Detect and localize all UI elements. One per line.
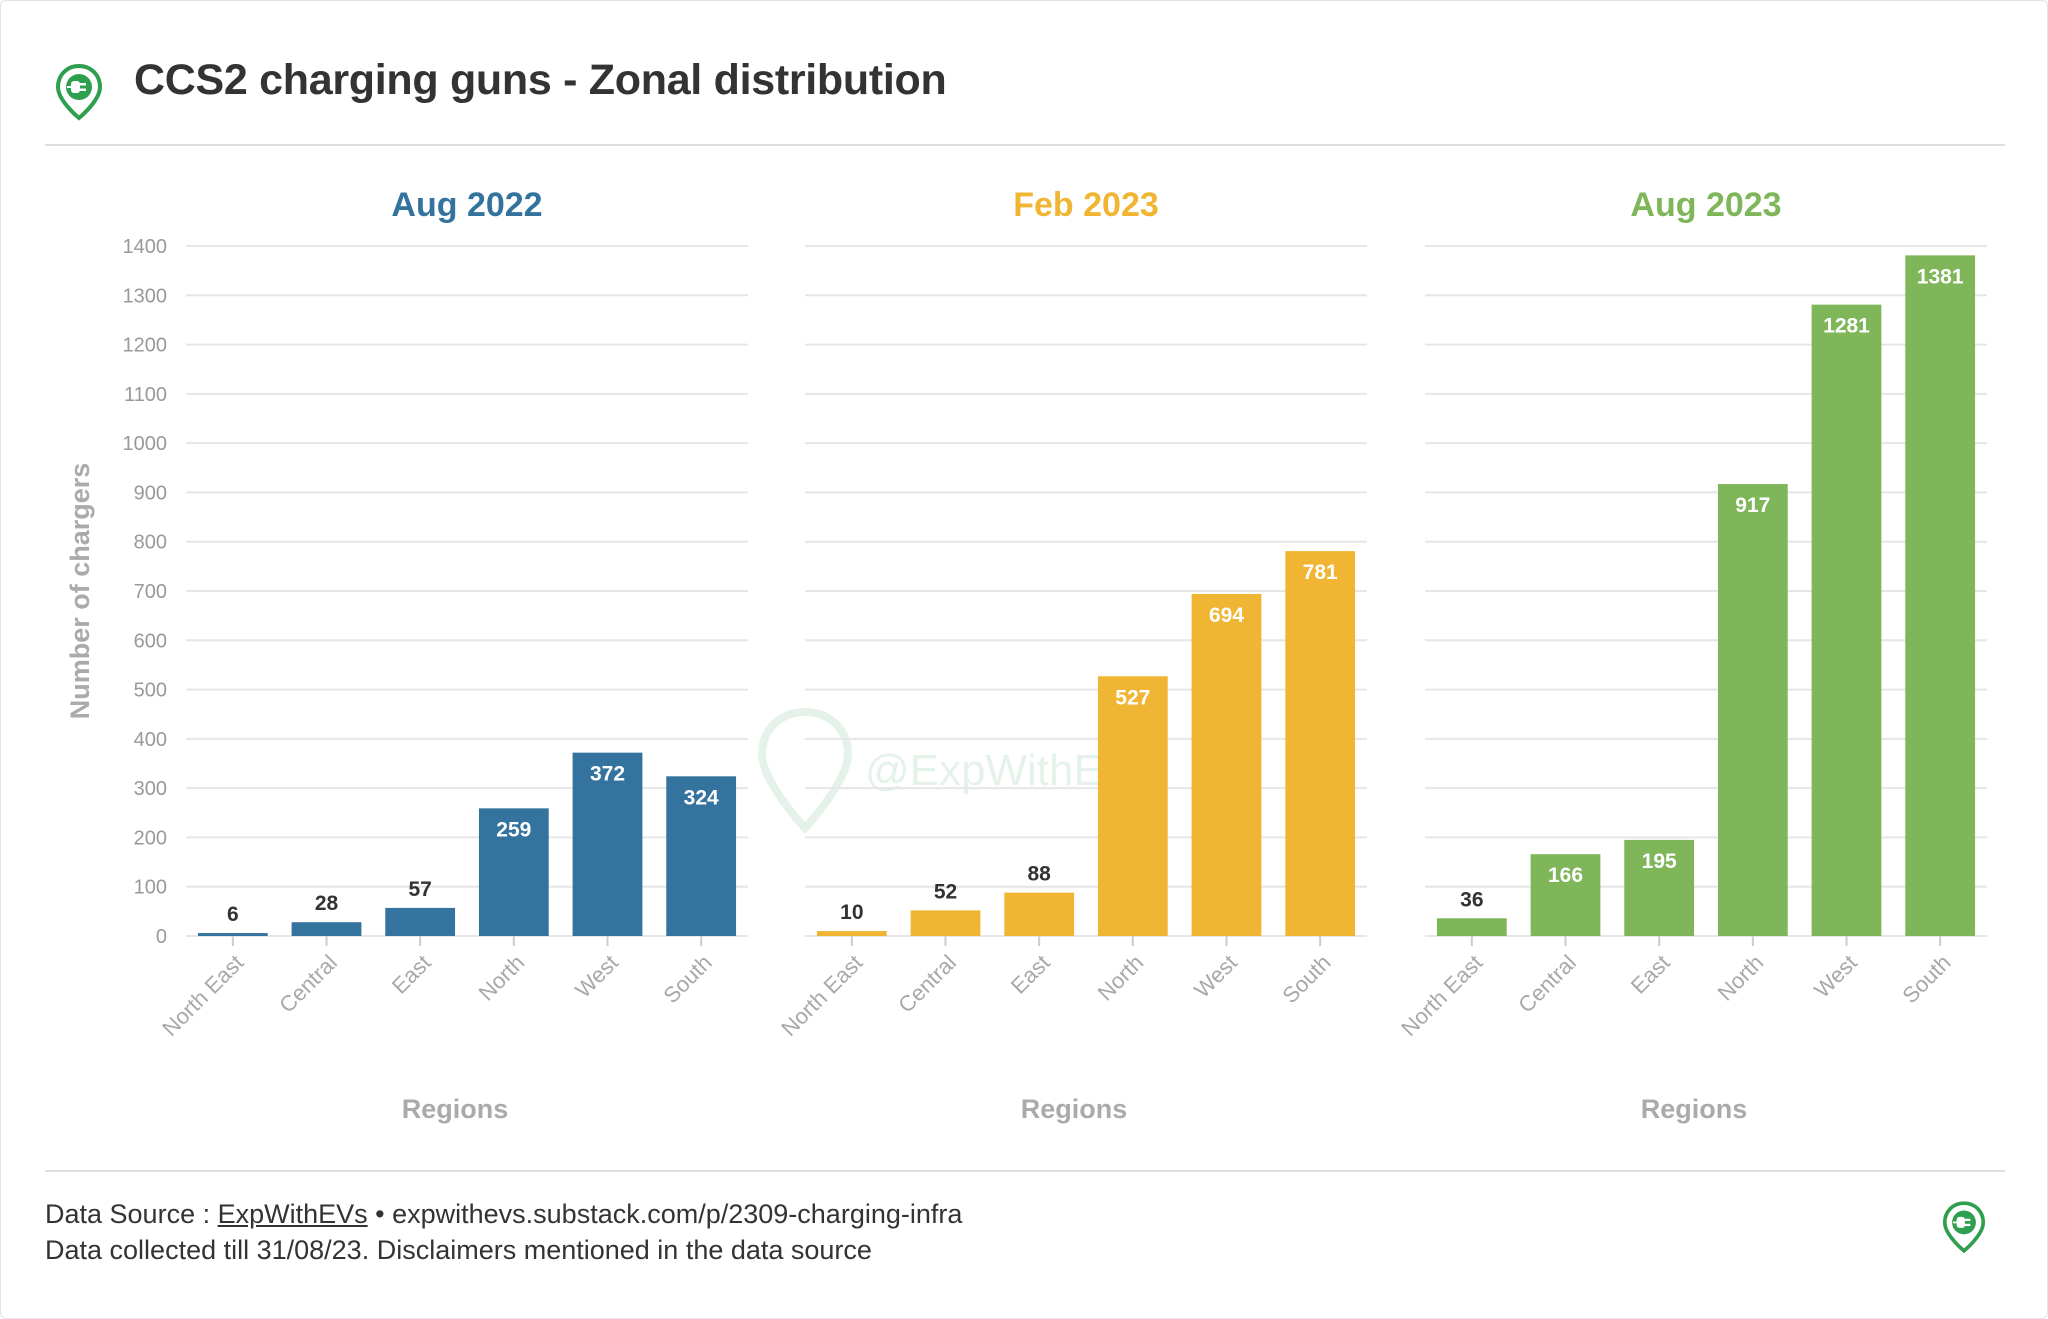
bar-value-label: 195 [1642,850,1677,873]
bar-value-label: 88 [1027,863,1051,886]
bar [478,808,549,936]
panel-title: Aug 2023 [1630,186,1781,224]
ev-charger-pin-icon [55,63,103,121]
watermark-icon [757,707,853,834]
bar [1905,255,1976,937]
y-tick-label: 0 [156,926,167,948]
bar [291,922,362,936]
bar [910,910,981,936]
bar-value-label: 52 [934,880,957,903]
y-tick-label: 100 [134,877,167,899]
source-line: Data Source : ExpWithEVs • expwithevs.su… [45,1196,962,1232]
x-axis-title: Regions [1021,1094,1128,1124]
x-tick-label: East [1006,950,1055,999]
y-tick-label: 700 [134,581,167,603]
bar [816,931,887,936]
x-tick-label: North East [1396,950,1487,1041]
bar [1004,892,1075,936]
bar [1191,593,1262,936]
y-tick-label: 200 [134,827,167,849]
bar-value-label: 10 [840,901,863,924]
bar [1811,304,1882,936]
disclaimer: Data collected till 31/08/23. Disclaimer… [45,1235,872,1265]
x-tick-label: North [1093,950,1149,1006]
ev-charger-logo-icon [1942,1201,1986,1254]
panel-title: Aug 2022 [391,186,542,224]
x-tick-label: North East [157,950,248,1041]
bar-value-label: 694 [1209,604,1244,627]
y-tick-label: 1000 [123,433,168,455]
y-tick-label: 1300 [123,285,168,307]
x-tick-label: West [570,950,623,1003]
bar-value-label: 917 [1735,494,1770,517]
watermark: @ExpWithEVs [757,707,1154,834]
y-tick-label: 1400 [123,236,168,258]
bar [1436,918,1507,936]
y-tick-label: 900 [134,482,167,504]
bar-value-label: 324 [684,786,719,809]
bar [1717,484,1788,936]
x-tick-label: West [1809,950,1862,1003]
x-tick-label: North [1713,950,1769,1006]
bar-value-label: 36 [1460,888,1483,911]
x-tick-label: East [387,950,436,999]
y-tick-label: 500 [134,680,167,702]
x-tick-label: Central [893,950,961,1018]
y-tick-label: 600 [134,630,167,652]
x-axis-title: Regions [402,1094,509,1124]
bar [385,907,456,936]
y-tick-label: 300 [134,778,167,800]
source-prefix: Data Source : [45,1199,218,1229]
bar-value-label: 166 [1548,864,1583,887]
bar-value-label: 259 [496,818,531,841]
bar [1097,676,1168,936]
bar [1285,551,1356,936]
y-tick-label: 1200 [123,335,168,357]
source-url: • expwithevs.substack.com/p/2309-chargin… [367,1199,963,1229]
bar-value-label: 28 [315,892,339,915]
x-tick-label: South [1897,950,1955,1008]
x-tick-label: East [1626,950,1675,999]
x-tick-label: Central [1513,950,1581,1018]
x-tick-label: South [658,950,716,1008]
x-tick-label: North East [776,950,867,1041]
panel-title: Feb 2023 [1013,186,1159,224]
bar-value-label: 6 [227,903,239,926]
x-axis-title: Regions [1641,1094,1748,1124]
source-link[interactable]: ExpWithEVs [217,1199,368,1229]
bar-value-label: 1281 [1823,315,1870,338]
footer: Data Source : ExpWithEVs • expwithevs.su… [45,1196,962,1268]
bar-value-label: 1381 [1917,265,1964,288]
y-tick-label: 800 [134,532,167,554]
bar [197,933,268,936]
bar [1530,854,1601,936]
y-tick-label: 1100 [124,384,167,406]
page-title: CCS2 charging guns - Zonal distribution [134,56,947,104]
x-tick-label: North [474,950,530,1006]
bar-value-label: 372 [590,763,625,786]
y-axis-title: Number of chargers [65,463,95,720]
y-tick-label: 400 [134,729,167,751]
x-tick-label: Central [274,950,342,1018]
x-tick-label: South [1277,950,1335,1008]
bar [666,776,737,936]
footer-divider [45,1170,2005,1172]
bar [572,752,643,936]
bar-value-label: 57 [408,878,431,901]
header-divider [45,144,2005,146]
bar-value-label: 527 [1115,686,1150,709]
bar [1624,839,1695,936]
x-tick-label: West [1189,950,1242,1003]
bar-value-label: 781 [1303,561,1338,584]
